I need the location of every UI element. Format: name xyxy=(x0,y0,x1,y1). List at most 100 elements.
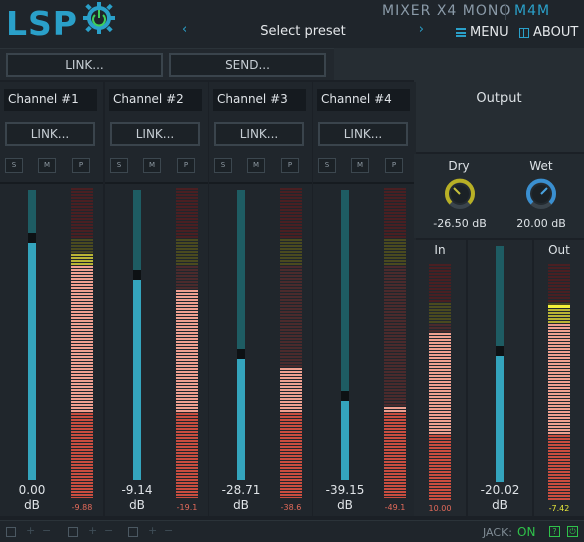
meter-segment xyxy=(280,302,302,304)
zoom-in-icon[interactable]: + xyxy=(88,524,98,537)
meter-segment xyxy=(384,362,406,364)
mute-button[interactable]: M xyxy=(143,158,161,173)
meter-segment xyxy=(71,470,93,472)
meter-segment xyxy=(548,384,570,386)
global-send-button[interactable]: SEND... xyxy=(169,53,326,77)
meter-segment xyxy=(384,290,406,292)
channel-gain-fader-handle[interactable] xyxy=(133,270,141,281)
zoom-in-icon[interactable]: + xyxy=(148,524,158,537)
zoom-out-icon[interactable]: − xyxy=(104,524,114,537)
window-icon[interactable] xyxy=(6,527,16,537)
meter-segment xyxy=(280,347,302,349)
meter-segment xyxy=(548,417,570,419)
meter-segment xyxy=(280,254,302,256)
wet-knob[interactable] xyxy=(524,177,558,211)
preset-prev-button[interactable]: ‹ xyxy=(182,22,188,37)
global-link-button[interactable]: LINK... xyxy=(6,53,163,77)
preset-next-button[interactable]: › xyxy=(418,22,424,37)
zoom-in-icon[interactable]: + xyxy=(26,524,36,537)
about-button[interactable]: ABOUT xyxy=(519,25,578,40)
channel-gain-fader-handle[interactable] xyxy=(341,391,349,402)
solo-button[interactable]: S xyxy=(110,158,128,173)
meter-segment xyxy=(548,333,570,335)
meter-segment xyxy=(384,326,406,328)
meter-segment xyxy=(384,350,406,352)
meter-segment xyxy=(548,378,570,380)
meter-segment xyxy=(71,473,93,475)
channel-gain-fader-handle[interactable] xyxy=(237,348,245,359)
layout-icon[interactable] xyxy=(68,527,78,537)
phase-button[interactable]: P xyxy=(281,158,299,173)
meter-segment xyxy=(71,281,93,283)
channel-gain-fader-track[interactable] xyxy=(237,190,245,480)
meter-segment xyxy=(71,191,93,193)
meter-segment xyxy=(71,407,93,409)
text-size-icon[interactable] xyxy=(128,527,138,537)
meter-segment xyxy=(71,428,93,430)
meter-segment xyxy=(548,423,570,425)
dry-knob[interactable] xyxy=(443,177,477,211)
meter-segment xyxy=(384,275,406,277)
channel-level-meter xyxy=(280,188,302,498)
channel-peak-value: -49.1 xyxy=(384,503,406,512)
meter-segment xyxy=(176,242,198,244)
channel-name-field[interactable]: Channel #1 xyxy=(4,89,97,111)
zoom-out-icon[interactable]: − xyxy=(164,524,174,537)
phase-button[interactable]: P xyxy=(385,158,403,173)
meter-segment xyxy=(280,242,302,244)
dry-knob-value: -26.50 dB xyxy=(433,217,487,230)
meter-segment xyxy=(548,426,570,428)
meter-segment xyxy=(280,491,302,493)
meter-segment xyxy=(280,212,302,214)
title-divider xyxy=(505,4,506,20)
preset-label[interactable]: Select preset xyxy=(260,24,346,39)
meter-segment xyxy=(71,431,93,433)
meter-segment xyxy=(71,434,93,436)
meter-segment xyxy=(384,359,406,361)
meter-segment xyxy=(548,381,570,383)
meter-segment xyxy=(384,245,406,247)
channel-link-button[interactable]: LINK... xyxy=(110,122,200,146)
meter-segment xyxy=(71,491,93,493)
meter-segment xyxy=(176,350,198,352)
meter-segment xyxy=(429,324,451,326)
channel-link-button[interactable]: LINK... xyxy=(318,122,408,146)
channel-link-button[interactable]: LINK... xyxy=(5,122,95,146)
meter-segment xyxy=(384,356,406,358)
meter-segment xyxy=(384,365,406,367)
phase-button[interactable]: P xyxy=(72,158,90,173)
meter-segment xyxy=(280,407,302,409)
preset-selector[interactable]: ‹ Select preset › xyxy=(176,22,430,44)
meter-segment xyxy=(71,293,93,295)
channel-name-field[interactable]: Channel #3 xyxy=(213,89,306,111)
channel-gain-fader-fill xyxy=(28,238,36,480)
solo-button[interactable]: S xyxy=(214,158,232,173)
mute-button[interactable]: M xyxy=(351,158,369,173)
solo-button[interactable]: S xyxy=(318,158,336,173)
channel-name-field[interactable]: Channel #2 xyxy=(109,89,202,111)
meter-segment xyxy=(176,227,198,229)
meter-segment xyxy=(429,369,451,371)
mute-button[interactable]: M xyxy=(38,158,56,173)
power-icon[interactable]: ⏻ xyxy=(567,526,578,537)
channel-gain-value: 0.00 xyxy=(18,483,46,497)
menu-button[interactable]: MENU xyxy=(456,25,509,40)
phase-button[interactable]: P xyxy=(177,158,195,173)
mute-button[interactable]: M xyxy=(247,158,265,173)
meter-segment xyxy=(280,326,302,328)
meter-segment xyxy=(280,473,302,475)
meter-segment xyxy=(176,194,198,196)
output-gain-fader-handle[interactable] xyxy=(496,345,504,356)
channel-gain-fader-track[interactable] xyxy=(341,190,349,480)
solo-button[interactable]: S xyxy=(5,158,23,173)
meter-segment xyxy=(429,450,451,452)
zoom-out-icon[interactable]: − xyxy=(42,524,52,537)
meter-segment xyxy=(280,275,302,277)
channel-name-field[interactable]: Channel #4 xyxy=(317,89,410,111)
meter-segment xyxy=(384,278,406,280)
logo: LSP xyxy=(6,4,78,44)
logo-text: LSP xyxy=(6,4,78,43)
channel-link-button[interactable]: LINK... xyxy=(214,122,304,146)
help-icon[interactable]: ? xyxy=(549,526,560,537)
channel-gain-fader-handle[interactable] xyxy=(28,233,36,244)
